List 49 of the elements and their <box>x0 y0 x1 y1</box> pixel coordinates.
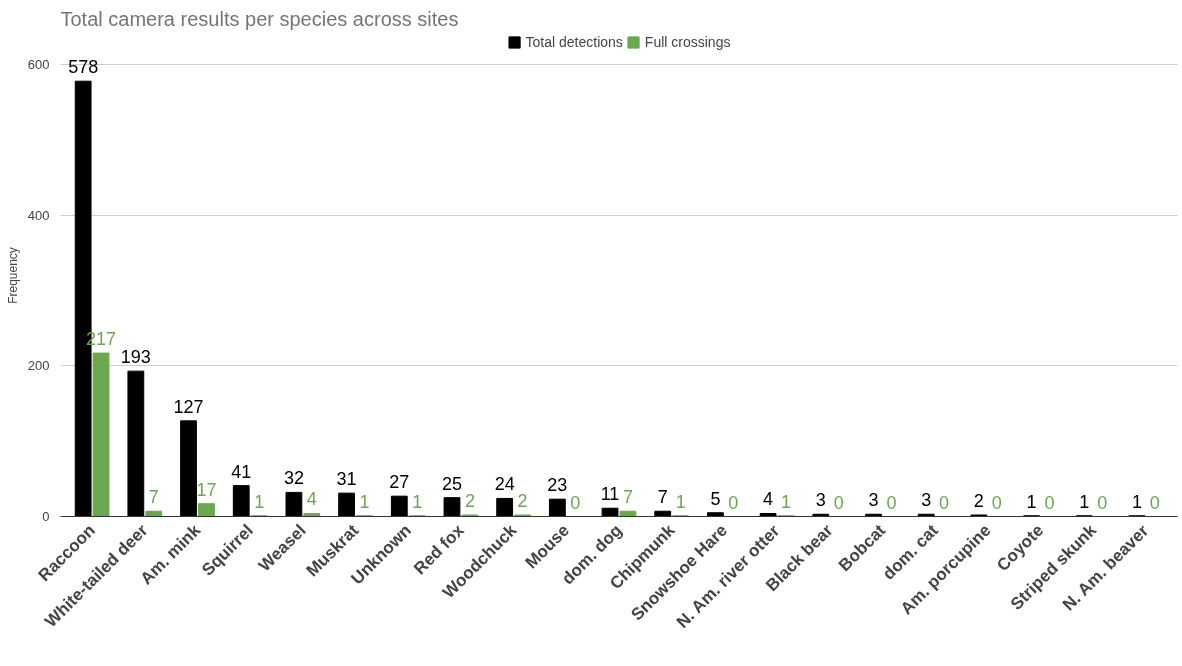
data-label: 0 <box>886 492 897 513</box>
data-label: 7 <box>148 487 159 508</box>
data-label: 4 <box>306 489 317 510</box>
data-label: 27 <box>389 472 410 493</box>
data-label: 23 <box>547 475 568 496</box>
data-label: 193 <box>120 347 151 368</box>
legend-label: Total detections <box>525 34 623 50</box>
data-label: 17 <box>196 479 217 500</box>
data-label: 1 <box>1131 491 1142 512</box>
data-label: 1 <box>359 491 370 512</box>
data-label: 2 <box>464 490 475 511</box>
data-label: 3 <box>868 490 879 511</box>
data-label: 1 <box>412 491 423 512</box>
data-label: 7 <box>622 487 633 508</box>
data-label: 3 <box>815 490 826 511</box>
data-label: 3 <box>921 490 932 511</box>
data-label: 2 <box>517 490 528 511</box>
y-tick-label: 600 <box>27 57 50 73</box>
data-label: 0 <box>939 492 950 513</box>
data-label: 25 <box>441 473 462 494</box>
y-tick-label: 400 <box>27 207 50 223</box>
data-label: 4 <box>763 489 774 510</box>
data-label: 0 <box>833 492 844 513</box>
data-label: 0 <box>1149 492 1160 513</box>
y-tick-label: 0 <box>42 509 50 524</box>
data-label: 1 <box>1079 491 1090 512</box>
data-label: 0 <box>728 492 739 513</box>
data-label: 127 <box>173 396 204 417</box>
data-label: 11 <box>600 484 620 505</box>
data-label: 578 <box>68 57 99 78</box>
data-label: 1 <box>675 491 686 512</box>
data-label: 1 <box>254 491 265 512</box>
data-label: 0 <box>1044 492 1055 513</box>
data-label: 1 <box>781 491 792 512</box>
data-label: 0 <box>991 492 1002 513</box>
data-label: 2 <box>973 490 984 511</box>
data-label: 31 <box>336 469 357 490</box>
data-label: 0 <box>570 492 581 513</box>
data-label: 32 <box>283 468 304 489</box>
y-tick-label: 200 <box>27 358 50 374</box>
data-label: 41 <box>231 461 252 482</box>
data-label: 0 <box>1097 492 1108 513</box>
y-axis-title: Frequency <box>5 247 20 304</box>
data-label: 24 <box>494 474 515 495</box>
legend-label: Full crossings <box>644 34 731 50</box>
data-label: 5 <box>710 488 721 509</box>
data-label: 1 <box>1026 491 1037 512</box>
data-label: 7 <box>657 487 668 508</box>
chart-title: Total camera results per species across sites <box>60 7 459 30</box>
